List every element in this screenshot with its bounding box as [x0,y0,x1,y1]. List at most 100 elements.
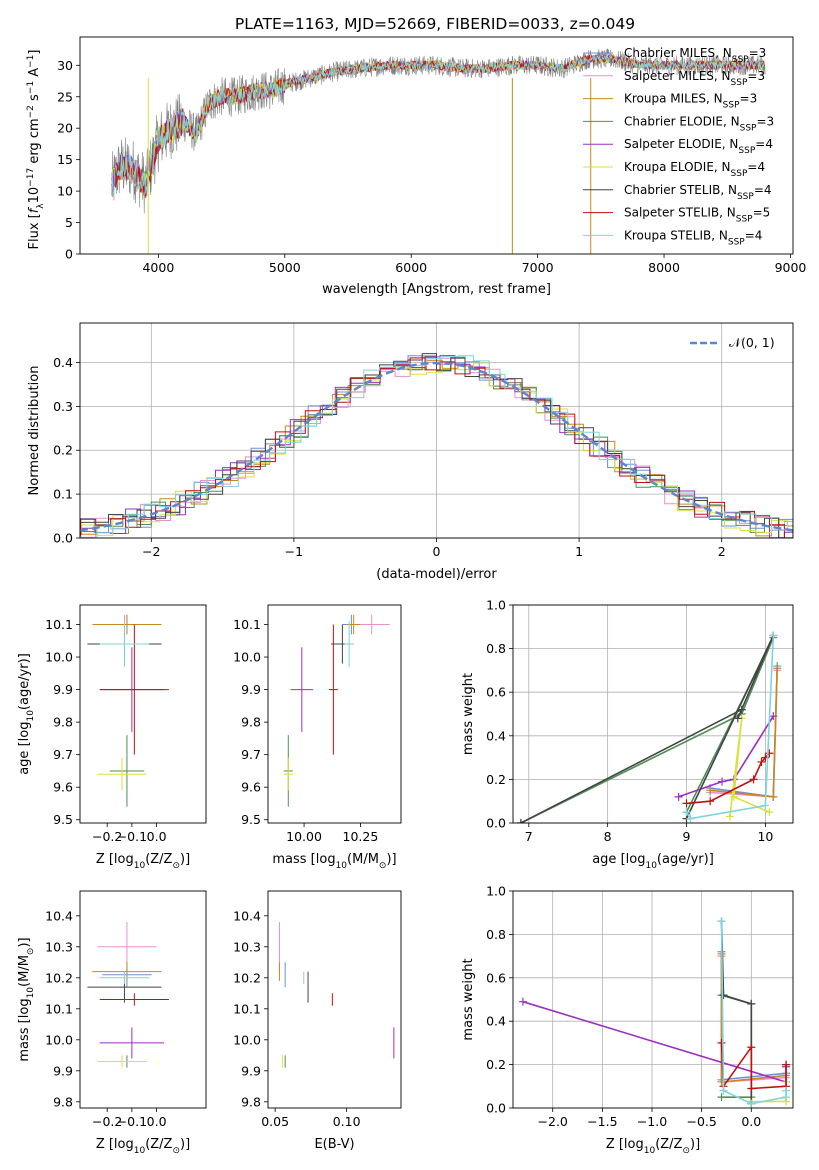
y-tick-label: 0.6 [486,970,506,985]
age-vs-mass-panel: 10.00 10.25 9.5 9.6 9.7 9.8 9.9 10.0 10.1 mass [l… [233,604,402,871]
y-tick-label: 9.7 [241,747,261,762]
y-tick-label: 20 [57,121,73,136]
mass-weight-marker-kroupa-stelib [769,631,778,640]
legend-label-chabrier-miles: Chabrier MILES, NSSP=3 [624,46,766,65]
mass-weight-marker-kroupa-stelib [682,808,691,817]
y-axis-label: mass weight [461,673,476,755]
y-tick-label: 1.0 [486,884,506,899]
label-part: 10 [134,861,146,871]
label-part: −17 [26,168,36,187]
y-tick-label: 0.2 [486,772,506,787]
mass-weight-marker-chabrier-stelib [733,714,742,723]
label-part: SSP [740,123,757,133]
y-tick-label: 9.9 [53,1063,73,1078]
mass-weight-line-salpeter-elodie [522,1000,787,1084]
y-tick-label: 0.2 [486,1057,506,1072]
y-axis-label: mass [log10(M/M⊙)] [17,937,36,1061]
y-tick-label: 10.1 [45,1001,73,1016]
x-tick-label: 0 [433,544,441,559]
label-part: 10 [644,1146,656,1156]
mass-weight-marker-salpeter-elodie [518,997,527,1006]
x-tick-label: 0.0 [741,1114,761,1129]
errorbar-plot-area [278,922,395,1068]
mass-weight-line-chabrier-elodie [520,637,775,823]
label-part: )] [690,1137,700,1152]
legend-label-normal: 𝒩(0, 1) [729,335,775,350]
histogram-step-salpeter-miles [80,357,793,538]
x-tick-label: 0.0 [147,1114,167,1129]
y-tick-label: 10.3 [233,939,261,954]
label-part: Flux [ [27,213,42,249]
x-tick-label: −2.0 [538,1114,568,1129]
x-tick-label: 5000 [269,260,301,275]
mass-weight-marker-salpeter-stelib [706,797,715,806]
x-tick-label: −0.2 [92,1114,122,1129]
label-part: ⊙ [26,948,36,956]
mass-weight-marker-kroupa-stelib [717,917,726,926]
label-part: s [27,94,42,105]
axes-frame [512,604,794,824]
mass-weight-marker-chabrier-stelib [737,705,746,714]
y-axis-label: age [log10(age/yr)] [17,653,36,775]
histogram-plot-area [80,353,793,538]
y-tick-label: 5 [65,215,73,230]
y-tick-label: 9.8 [241,1094,261,1109]
x-tick-label: 7000 [522,260,554,275]
axes-frame [79,890,207,1109]
y-tick-label: 10.0 [45,1032,73,1047]
mass-weight-marker-kroupa-elodie [729,792,738,801]
y-tick-label: 9.8 [241,715,261,730]
label-part: mass [log [272,852,335,867]
x-tick-label: −0.1 [117,829,147,844]
label-part: 10 [26,710,36,722]
histogram-step-salpeter-elodie [80,355,793,538]
y-tick-label: 0.8 [486,641,506,656]
label-part: age [log [592,852,645,867]
label-part: Chabrier STELIB, N [624,183,737,197]
y-tick-label: 9.6 [53,780,73,795]
y-tick-label: 0 [65,247,73,262]
label-part: =4 [747,160,765,174]
x-axis-label: mass [log10(M/M⊙)] [272,852,396,871]
y-tick-label: 0.4 [486,1014,506,1029]
label-part: =4 [754,183,772,197]
label-part: =3 [749,46,767,60]
label-part: (Z/Z [145,1137,172,1152]
legend-label-kroupa-elodie: Kroupa ELODIE, NSSP=4 [624,160,765,179]
model-fit-line-kroupa-stelib [111,54,765,196]
legend-label-salpeter-stelib: Salpeter STELIB, NSSP=5 [624,206,770,225]
mass-weight-marker-salpeter-elodie [769,712,778,721]
mass-weight-vs-metallicity-panel: −2.0 −1.5 −1.0 −0.5 0.0 0.0 0.2 0.4 0.6 0.8 1.0 Z [… [461,884,794,1156]
x-axis-label: E(B-V) [314,1137,354,1152]
x-tick-label: 7 [525,829,533,844]
x-tick-label: 8 [604,829,612,844]
x-tick-label: −1.5 [587,1114,617,1129]
y-tick-label: 9.5 [53,812,73,827]
ticks: 10.00 10.25 9.5 9.6 9.7 9.8 9.9 10.0 10.1 [233,617,378,844]
label-part: SSP [731,78,748,88]
ticks: −2.0 −1.5 −1.0 −0.5 0.0 0.0 0.2 0.4 0.6 0.8 1.0 [486,884,761,1130]
label-part: ⊙ [682,1146,690,1156]
label-part: Kroupa MILES, N [624,92,723,106]
label-part: ⊙ [172,1146,180,1156]
label-part: ⊙ [379,861,387,871]
y-tick-label: 0.8 [486,927,506,942]
label-part: A [27,68,42,81]
ticks: 4000 5000 6000 7000 8000 9000 0 5 10 15 20 25 30 [57,58,806,275]
y-tick-label: 9.9 [241,1063,261,1078]
y-tick-label: 9.8 [53,715,73,730]
mass-weight-marker-salpeter-stelib [682,799,691,808]
label-part: )] [17,937,32,947]
label-part: )] [386,852,396,867]
x-axis-label: age [log10(age/yr)] [592,852,714,871]
label-part: =4 [745,228,763,242]
y-tick-label: 10 [57,184,73,199]
label-part: SSP [723,101,740,111]
x-tick-label: 6000 [395,260,427,275]
mass-weight-marker-kroupa-elodie [725,812,734,821]
y-tick-label: 1.0 [486,598,506,613]
label-part: (M/M [347,852,379,867]
x-axis-label: wavelength [Angstrom, rest frame] [322,282,551,297]
y-tick-label: 9.9 [241,682,261,697]
